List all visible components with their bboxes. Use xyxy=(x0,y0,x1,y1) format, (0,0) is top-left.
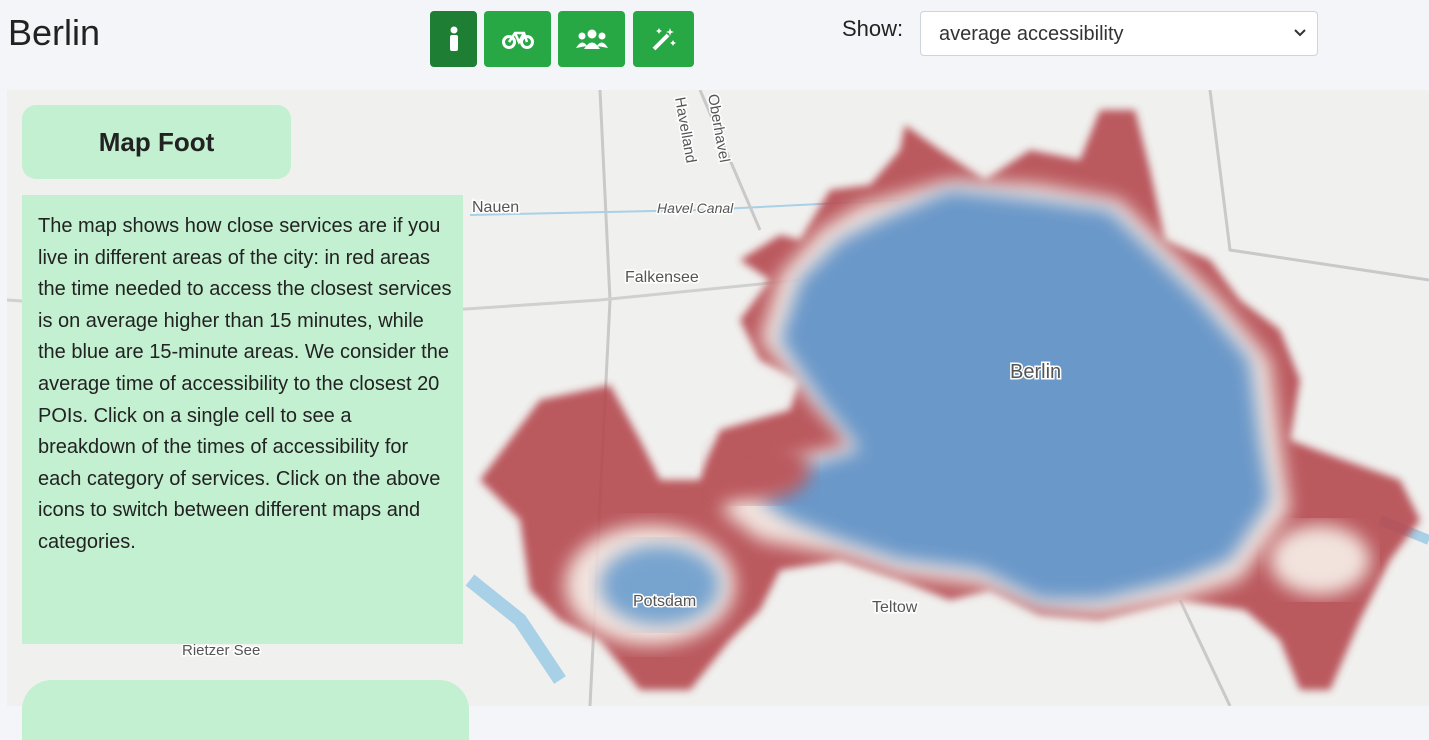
map-label: Teltow xyxy=(872,599,918,616)
selected-option: average accessibility xyxy=(939,23,1124,45)
map-label: Havelland xyxy=(671,96,699,165)
accessibility-layer xyxy=(480,110,1420,690)
group-icon xyxy=(575,29,608,49)
map-label: Oberhavel xyxy=(704,93,733,164)
map-label: Nauen xyxy=(472,199,519,216)
page: {"header": {"title": "Berlin", "show_lab… xyxy=(7,11,1429,740)
panel-title: Map Foot xyxy=(22,105,291,179)
bike-button[interactable] xyxy=(484,11,551,67)
show-label: Show: xyxy=(842,16,904,41)
layer-select[interactable]: average accessibility xyxy=(920,11,1318,56)
panel-bottom xyxy=(22,680,469,740)
map[interactable]: Nauen Havel Canal Falkensee Berlin Potsdam Te… xyxy=(7,90,1429,706)
map-canvas: Nauen Havel Canal Falkensee Berlin Potsdam Te… xyxy=(7,90,1429,706)
city-title: Berlin xyxy=(8,12,101,53)
bike-icon xyxy=(501,31,534,49)
chevron xyxy=(1294,29,1306,37)
map-label: Havel Canal xyxy=(657,200,734,216)
map-label: Falkensee xyxy=(625,269,699,286)
panel-text: The map shows how close services are if … xyxy=(22,195,463,644)
magic-icon xyxy=(652,28,676,51)
map-label: Berlin xyxy=(1010,361,1061,383)
walk-icon xyxy=(449,26,458,51)
group-button[interactable] xyxy=(558,11,625,67)
walk-button[interactable] xyxy=(430,11,477,67)
map-label: Rietzer See xyxy=(182,642,260,659)
map-label: Potsdam xyxy=(633,593,696,610)
magic-button[interactable] xyxy=(633,11,694,67)
